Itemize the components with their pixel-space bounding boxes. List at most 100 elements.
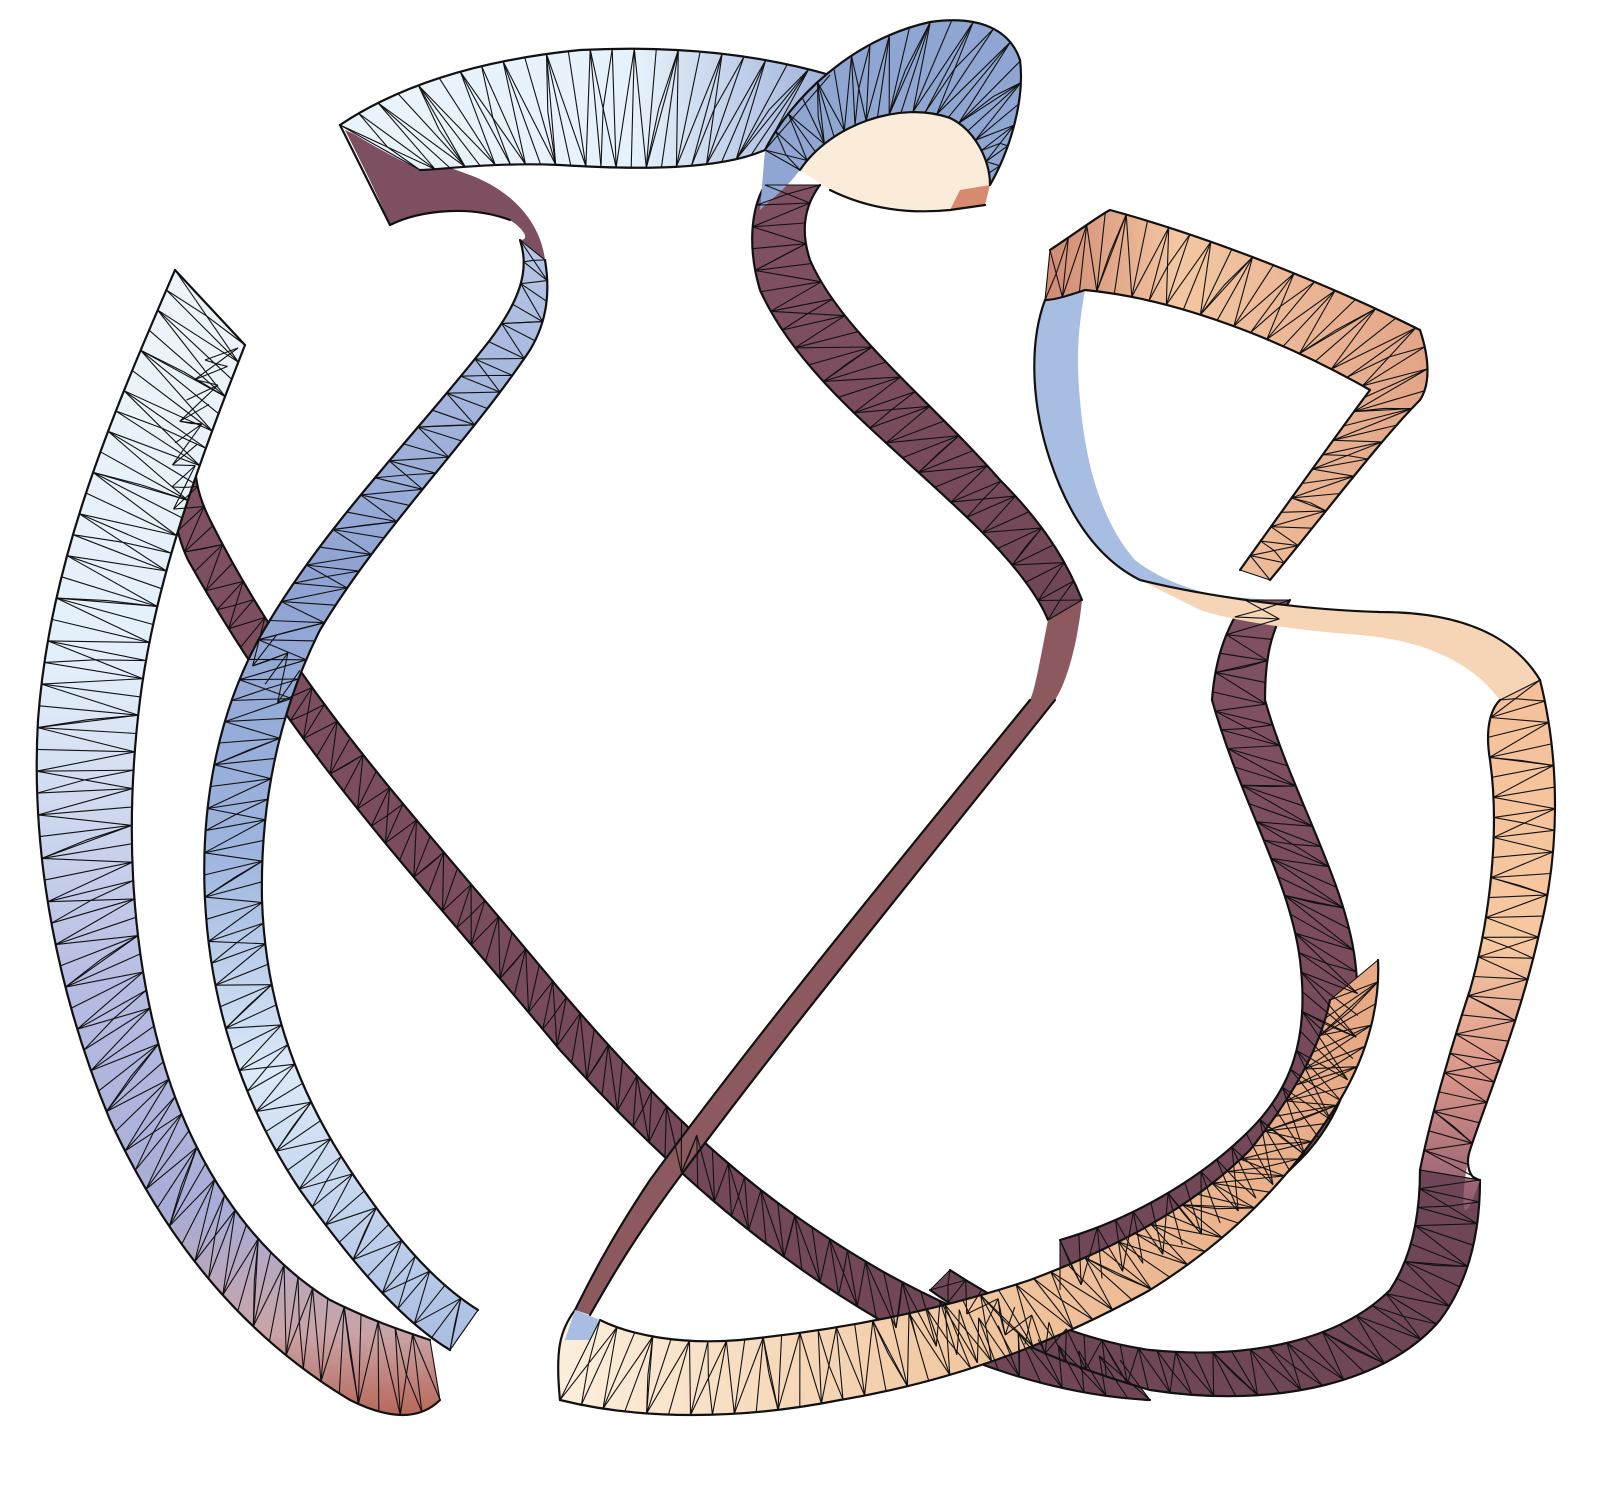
mesh-edge [106, 1078, 170, 1112]
mesh-edge [41, 857, 133, 863]
mesh-edge [1096, 1227, 1124, 1272]
mesh-edge [56, 597, 158, 608]
mesh-edge [100, 935, 139, 961]
mesh-edge [204, 877, 234, 898]
mesh-edge [459, 71, 511, 165]
mesh-edge [497, 916, 501, 979]
mesh-edge [1055, 1340, 1066, 1362]
mesh-edge [1499, 698, 1516, 701]
mesh-edge [387, 146, 421, 171]
mesh-edge [1249, 1349, 1259, 1396]
mesh-edge [66, 555, 162, 590]
mesh-edge [39, 824, 132, 838]
mesh-edge [41, 683, 139, 716]
mesh-edge [946, 1339, 972, 1369]
mesh-edge [207, 798, 268, 810]
mesh-edge [856, 1261, 867, 1307]
mesh-edge [1050, 1271, 1094, 1320]
mesh-edge [302, 1288, 314, 1369]
mesh-edge [645, 108, 660, 168]
mesh-edge [47, 640, 150, 644]
mesh-edge [1262, 1158, 1299, 1169]
mesh-edge [413, 1270, 431, 1324]
mesh-edge [842, 1250, 849, 1273]
mesh-edge [381, 1240, 403, 1294]
mesh-edge [292, 1101, 312, 1127]
mesh-edge [525, 948, 530, 1013]
mesh-edge [675, 50, 679, 167]
mesh-edge [1424, 1142, 1473, 1151]
mesh-edge [589, 49, 602, 168]
mesh-edge [474, 357, 525, 360]
mesh-edge [547, 111, 557, 165]
mesh-edge [1355, 1315, 1404, 1353]
mesh-edge [974, 82, 1022, 141]
mesh-edge [1263, 839, 1330, 868]
mesh-edge [203, 543, 223, 550]
mesh-edge [172, 444, 198, 466]
mesh-edge [512, 303, 543, 323]
mesh-edge [1250, 555, 1285, 564]
mesh-edge [667, 1340, 691, 1415]
mesh-edge [1119, 1359, 1151, 1401]
mesh-edge [1200, 1171, 1203, 1235]
mesh-edge [1264, 1123, 1325, 1132]
mesh-edge [417, 426, 462, 442]
mesh-edge [179, 420, 193, 425]
mesh-edge [586, 1061, 599, 1080]
mesh-edge [363, 1207, 377, 1234]
mesh-edge [1414, 1225, 1468, 1267]
mesh-edge [1065, 1328, 1087, 1370]
mesh-edge [292, 622, 325, 632]
mesh-edge [394, 1327, 401, 1416]
mesh-edge [357, 1321, 379, 1405]
mesh-edge [287, 1138, 331, 1171]
mesh-edge [290, 712, 308, 722]
mesh-edge [1493, 836, 1554, 853]
mesh-edge [981, 142, 1001, 152]
mesh-edge [239, 678, 299, 681]
mesh-edge [352, 1224, 390, 1260]
mesh-edge [1262, 599, 1291, 611]
mesh-edge [962, 1299, 993, 1362]
mesh-edge [760, 1189, 785, 1257]
mesh-edge [311, 1181, 327, 1208]
mesh-edge [1478, 956, 1528, 980]
mesh-edge [743, 1176, 750, 1230]
mesh-edge [374, 477, 423, 490]
mesh-edge [602, 1336, 654, 1409]
mesh-edge [1266, 281, 1316, 340]
mesh-edge [1101, 1249, 1152, 1290]
mesh-edge [1011, 546, 1027, 566]
mesh-edge [365, 521, 397, 526]
mesh-edge [1078, 1234, 1082, 1285]
mesh-edge [1280, 281, 1315, 307]
mesh-edge [1101, 1340, 1108, 1377]
mesh-edge [276, 1138, 331, 1152]
mesh-edge [730, 1196, 740, 1217]
mesh-edge [60, 935, 139, 967]
mesh-edge [123, 390, 213, 432]
mesh-edge [1226, 634, 1268, 662]
mesh-edge [1353, 407, 1385, 413]
mesh-edge [56, 597, 108, 602]
mesh-edge [329, 764, 348, 775]
mesh-edge [974, 103, 1019, 141]
mesh-edge [1241, 784, 1305, 807]
mesh-edge [1256, 821, 1321, 847]
mesh-edge [885, 405, 930, 444]
mesh-edge [492, 117, 511, 165]
mesh-edge [1242, 660, 1268, 669]
mesh-edge [770, 281, 822, 312]
mesh-edge [37, 727, 135, 753]
mesh-edge [77, 989, 147, 1030]
mesh-edge [966, 1289, 983, 1315]
mesh-edge [1096, 212, 1106, 292]
mesh-edge [115, 410, 201, 467]
mesh-edge [329, 737, 351, 775]
mesh-edge [1212, 691, 1267, 705]
mesh-edge [1241, 784, 1313, 827]
mesh-edge [1226, 1170, 1285, 1177]
mesh-edge [794, 331, 859, 349]
mesh-edge [1300, 971, 1357, 1038]
